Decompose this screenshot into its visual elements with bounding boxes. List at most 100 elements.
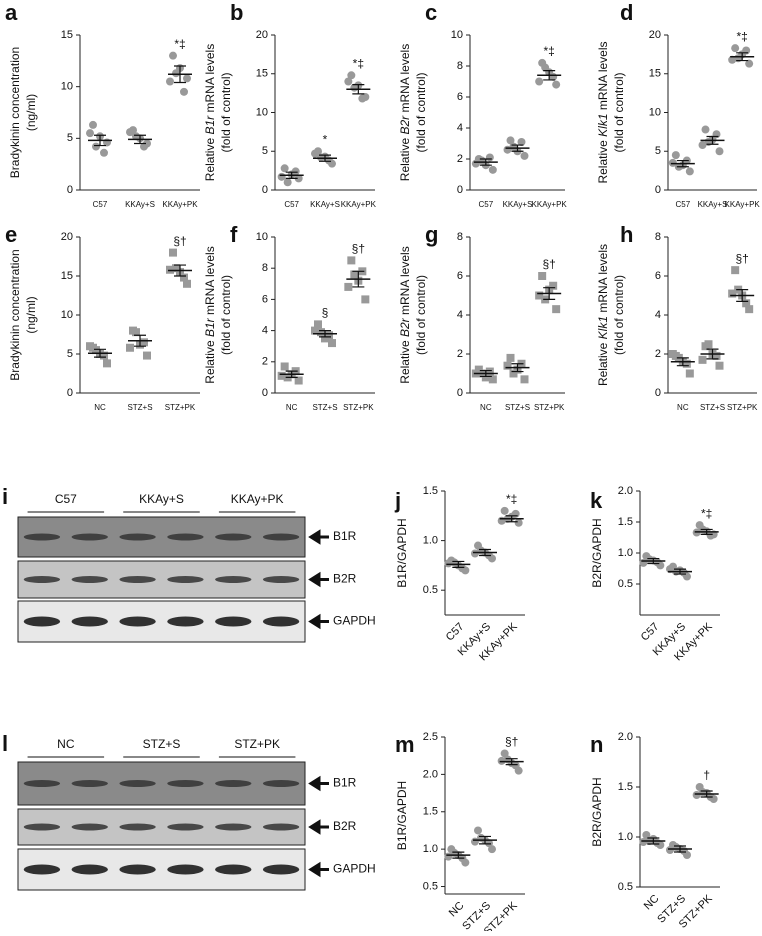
data-point bbox=[745, 59, 754, 68]
y-tick-label: 0 bbox=[457, 387, 463, 399]
x-tick-label: STZ+PK bbox=[343, 403, 374, 412]
data-point bbox=[92, 142, 100, 151]
error-bar bbox=[479, 369, 492, 378]
data-point bbox=[140, 142, 148, 151]
x-tick-label: KKAy+PK bbox=[162, 200, 198, 209]
y-tick-label: 0.5 bbox=[618, 881, 633, 893]
data-point bbox=[506, 353, 515, 362]
data-point bbox=[89, 120, 97, 129]
data-point bbox=[706, 531, 715, 540]
data-point bbox=[311, 326, 319, 335]
error-bar bbox=[319, 154, 331, 162]
data-point bbox=[692, 791, 701, 799]
significance-label: §† bbox=[505, 735, 518, 749]
error-bar bbox=[94, 348, 106, 358]
y-tick-label: 15 bbox=[649, 68, 661, 80]
error-bar bbox=[452, 851, 465, 859]
y-tick-label: 4 bbox=[457, 309, 463, 321]
data-point bbox=[180, 87, 188, 96]
error-bar bbox=[676, 357, 689, 367]
y-tick-label: 0.5 bbox=[618, 578, 633, 590]
band-label: B2R bbox=[333, 819, 357, 833]
y-axis-label: B1R/GAPDH bbox=[395, 781, 409, 850]
x-tick-label: STZ+S bbox=[127, 403, 152, 412]
significance-label: *‡ bbox=[174, 37, 185, 51]
data-point bbox=[500, 749, 509, 758]
y-axis-label-part: B1r bbox=[203, 115, 217, 135]
panel-letter: n bbox=[590, 732, 603, 757]
panel-letter: e bbox=[5, 222, 17, 247]
blot-band bbox=[215, 576, 252, 583]
data-point bbox=[671, 151, 680, 160]
y-tick-label: 10 bbox=[61, 309, 73, 321]
y-axis-label: Relative B2r mRNA levels bbox=[398, 246, 412, 383]
data-point bbox=[520, 375, 529, 384]
y-axis-label: (ng/ml) bbox=[24, 296, 38, 333]
y-tick-label: 8 bbox=[457, 60, 463, 72]
data-point bbox=[444, 852, 453, 861]
data-point bbox=[497, 516, 506, 525]
x-tick-label: KKAy+PK bbox=[532, 200, 568, 209]
y-tick-label: 4 bbox=[655, 309, 661, 321]
y-tick-label: 2 bbox=[655, 348, 661, 360]
y-axis-label: Relative Klk1 mRNA levels bbox=[596, 41, 610, 183]
error-bar bbox=[505, 515, 518, 523]
lane-group-label: KKAy+PK bbox=[231, 492, 284, 506]
y-axis-label: B2R/GAPDH bbox=[590, 518, 604, 587]
blot-band bbox=[23, 576, 61, 583]
blot-band bbox=[119, 533, 156, 541]
x-tick-label: KKAy+S bbox=[125, 200, 155, 209]
x-tick-label: C57 bbox=[675, 200, 690, 209]
blot-band bbox=[167, 576, 204, 583]
blot-strip bbox=[17, 848, 306, 891]
data-point bbox=[485, 367, 494, 376]
lane-group-label: NC bbox=[57, 737, 75, 751]
panel-letter: f bbox=[230, 222, 238, 247]
x-tick-label: KKAy+PK bbox=[725, 200, 761, 209]
error-bar bbox=[736, 52, 749, 62]
y-axis-label: Relative B1r mRNA levels bbox=[203, 246, 217, 383]
data-point bbox=[488, 165, 497, 174]
error-bar bbox=[543, 287, 556, 300]
blot-band bbox=[71, 576, 108, 583]
data-point bbox=[509, 369, 518, 378]
data-point bbox=[328, 339, 336, 348]
blot-band bbox=[119, 616, 156, 627]
y-axis-label-part: B2r bbox=[398, 115, 412, 135]
data-point bbox=[283, 178, 292, 187]
panel-letter: l bbox=[2, 731, 8, 756]
data-point bbox=[100, 351, 108, 360]
data-point bbox=[314, 320, 322, 329]
blot-band bbox=[262, 576, 300, 583]
data-point bbox=[488, 375, 497, 384]
data-point bbox=[680, 568, 688, 577]
data-point bbox=[639, 838, 648, 846]
arrow bbox=[308, 861, 329, 878]
x-tick-label: NC bbox=[677, 403, 689, 412]
data-point bbox=[166, 265, 174, 274]
error-bar bbox=[285, 370, 298, 378]
lane-group-label: STZ+PK bbox=[234, 737, 280, 751]
y-tick-label: 4 bbox=[262, 325, 268, 337]
blot-band bbox=[167, 780, 204, 787]
y-tick-label: 6 bbox=[655, 270, 661, 282]
data-point bbox=[485, 153, 494, 162]
blot-strip bbox=[17, 808, 306, 846]
y-tick-label: 2.5 bbox=[423, 731, 438, 743]
data-point bbox=[86, 342, 94, 351]
data-point bbox=[680, 847, 688, 855]
y-tick-label: 1.0 bbox=[423, 843, 438, 855]
y-tick-label: 8 bbox=[655, 231, 661, 243]
arrow bbox=[308, 775, 329, 792]
lane-group-label: C57 bbox=[55, 492, 77, 506]
data-point bbox=[506, 136, 515, 145]
data-point bbox=[143, 351, 151, 360]
x-tick-label: NC bbox=[94, 403, 106, 412]
data-point bbox=[358, 94, 367, 103]
data-point bbox=[132, 132, 140, 141]
data-point bbox=[503, 361, 512, 370]
y-axis-label-part: Klk1 bbox=[596, 316, 610, 339]
x-tick-label: C57 bbox=[284, 200, 299, 209]
y-tick-label: 15 bbox=[256, 68, 268, 80]
